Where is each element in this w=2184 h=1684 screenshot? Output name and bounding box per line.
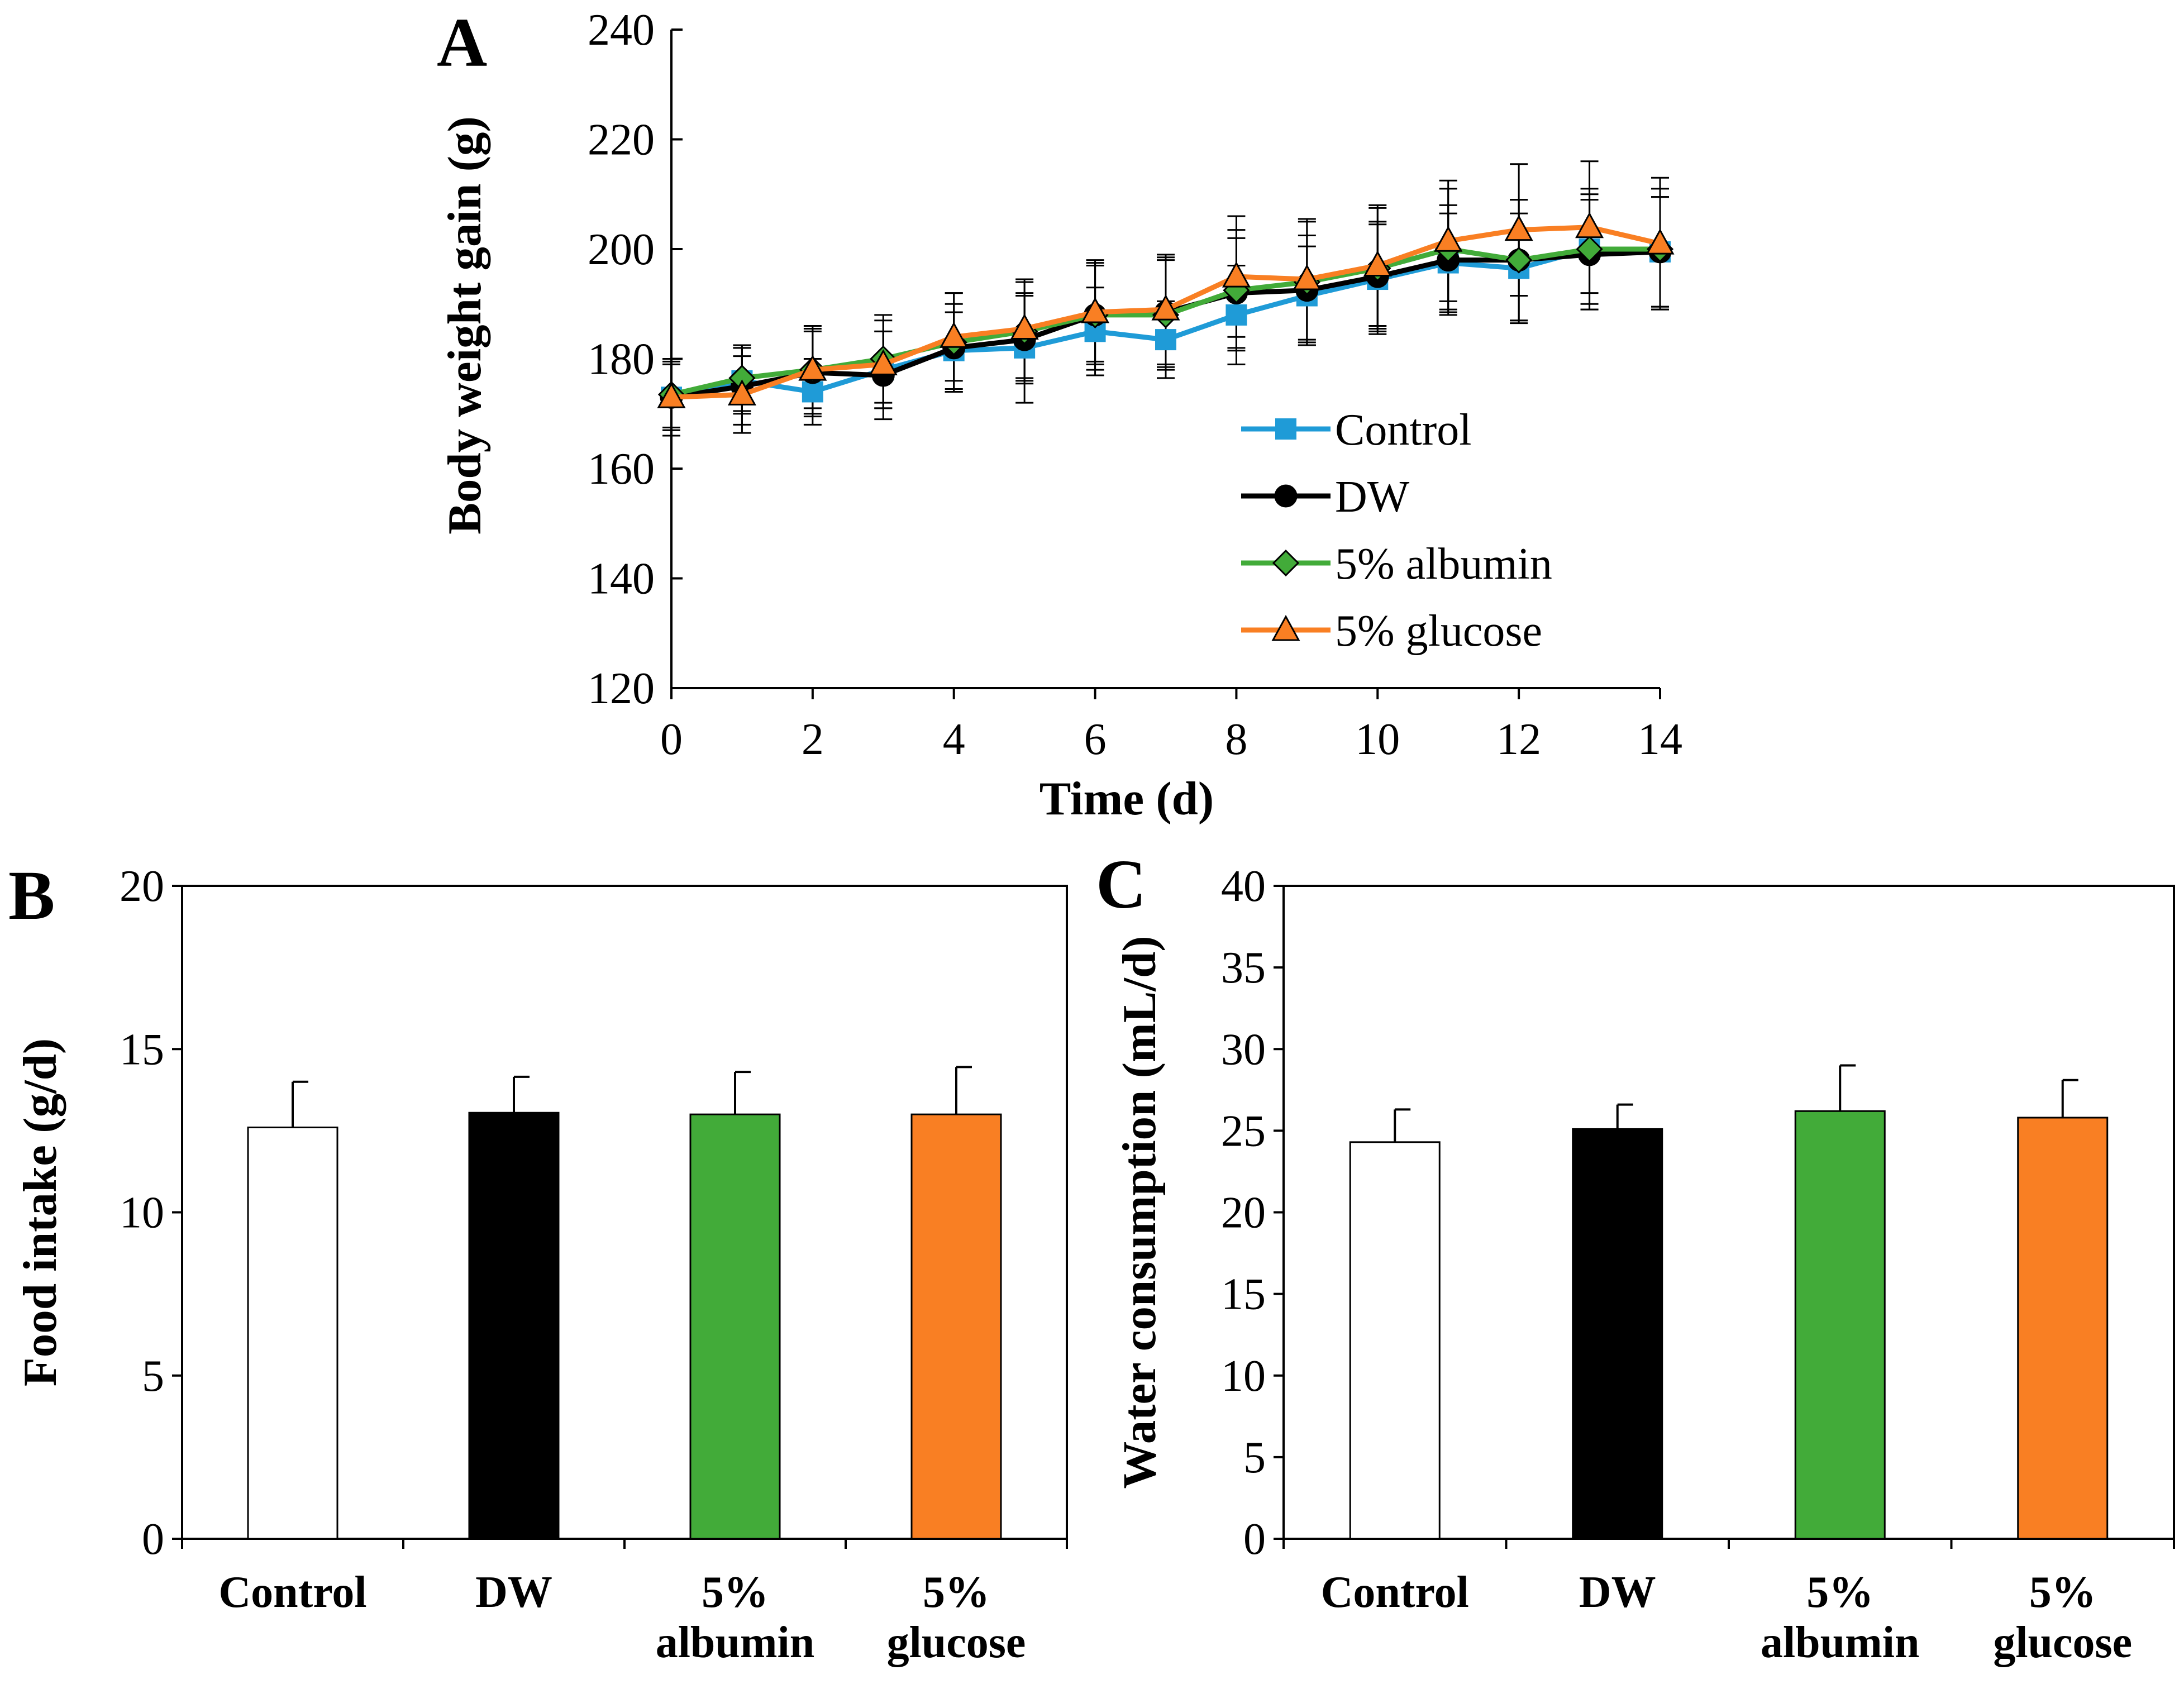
data-point-glucose	[1151, 294, 1180, 321]
legend-label-glucose: 5% glucose	[1335, 607, 1542, 656]
category-label-dw: DW	[1579, 1568, 1656, 1617]
y-tick-label: 5	[1243, 1433, 1266, 1482]
y-tick-label: 0	[142, 1515, 164, 1564]
data-point-control	[802, 381, 823, 403]
category-label-glucose: glucose	[1993, 1618, 2132, 1667]
category-label-albumin: albumin	[656, 1618, 815, 1667]
data-point-glucose	[1646, 228, 1675, 255]
y-tick-label: 15	[1221, 1270, 1266, 1319]
y-tick-label: 10	[120, 1189, 164, 1238]
data-point-glucose	[798, 355, 827, 381]
x-tick-label: 14	[1638, 715, 1682, 764]
panel-letter-b: B	[8, 857, 55, 934]
bar-control_bar	[1349, 1141, 1441, 1540]
category-label-control_bar: Control	[1321, 1568, 1469, 1617]
y-tick-label: 40	[1221, 862, 1266, 911]
data-point-albumin	[1505, 246, 1533, 274]
data-point-glucose	[1575, 212, 1604, 238]
y-tick-label: 240	[588, 6, 655, 55]
panel-a-line-chart: A 120 140 160 180 200 220 240 0 2 4 6 8 10 12 14 Time (d…	[437, 4, 1682, 825]
category-label-glucose: glucose	[887, 1618, 1026, 1667]
y-tick-label: 5	[142, 1352, 164, 1401]
data-point-glucose	[1504, 214, 1533, 241]
y-tick-label: 15	[120, 1025, 164, 1074]
bar-glucose	[2017, 1117, 2109, 1540]
y-axis-title: Food intake (g/d)	[14, 1038, 66, 1386]
category-label-glucose: 5%	[923, 1568, 990, 1617]
y-tick-label: 140	[588, 555, 655, 604]
data-point-albumin	[1576, 235, 1603, 263]
y-tick-label: 10	[1221, 1352, 1266, 1401]
data-point-glucose	[657, 382, 686, 408]
x-tick-label: 2	[802, 715, 824, 764]
category-label-albumin: albumin	[1761, 1618, 1920, 1667]
bar-dw	[468, 1111, 560, 1540]
bar-glucose	[910, 1113, 1002, 1540]
legend-marker-glucose	[1271, 614, 1300, 641]
y-tick-label: 30	[1221, 1025, 1266, 1074]
data-point-glucose	[1081, 297, 1110, 323]
x-axis-title: Time (d)	[1039, 772, 1214, 825]
data-point-glucose	[869, 349, 898, 375]
data-point-glucose	[1010, 313, 1039, 340]
legend-label-albumin: 5% albumin	[1335, 540, 1552, 589]
category-label-albumin: 5%	[1806, 1568, 1873, 1617]
bar-albumin	[1794, 1110, 1886, 1540]
x-tick-label: 0	[660, 715, 683, 764]
x-tick-label: 6	[1084, 715, 1107, 764]
data-point-glucose	[727, 379, 756, 406]
legend-marker-albumin	[1272, 549, 1300, 577]
y-tick-label: 0	[1243, 1515, 1266, 1564]
bar-dw	[1572, 1128, 1663, 1540]
data-point-control	[1155, 329, 1176, 351]
panel-letter-a: A	[437, 4, 487, 82]
y-tick-label: 160	[588, 445, 655, 494]
category-label-dw: DW	[475, 1568, 552, 1617]
bar-albumin	[689, 1113, 781, 1540]
y-tick-label: 25	[1221, 1106, 1266, 1156]
data-point-glucose	[1434, 226, 1463, 252]
legend-label-control: Control	[1335, 406, 1471, 455]
x-tick-label: 10	[1355, 715, 1400, 764]
data-point-glucose	[1222, 261, 1251, 288]
y-tick-label: 20	[1221, 1189, 1266, 1238]
y-tick-label: 220	[588, 116, 655, 165]
panel-letter-c: C	[1096, 846, 1146, 923]
legend-marker-control	[1275, 418, 1296, 440]
x-tick-label: 4	[943, 715, 965, 764]
y-axis-title: Body weight gain (g)	[438, 116, 491, 535]
category-label-glucose: 5%	[2029, 1568, 2096, 1617]
data-point-glucose	[940, 322, 969, 348]
legend-marker-dw	[1274, 484, 1298, 508]
data-point-control	[1225, 304, 1247, 326]
y-tick-label: 35	[1221, 943, 1266, 993]
data-point-glucose	[1363, 250, 1392, 276]
x-tick-label: 8	[1225, 715, 1247, 764]
y-tick-label: 200	[588, 225, 655, 274]
y-tick-label: 120	[588, 664, 655, 713]
legend-label-dw: DW	[1335, 473, 1410, 522]
category-label-albumin: 5%	[702, 1568, 769, 1617]
data-point-glucose	[1293, 264, 1322, 290]
y-axis-title: Water consumption (mL/d)	[1113, 936, 1166, 1489]
x-tick-label: 12	[1496, 715, 1541, 764]
y-tick-label: 180	[588, 335, 655, 384]
category-label-control_bar: Control	[218, 1568, 366, 1617]
bar-control_bar	[247, 1127, 338, 1540]
y-tick-label: 20	[120, 862, 164, 911]
